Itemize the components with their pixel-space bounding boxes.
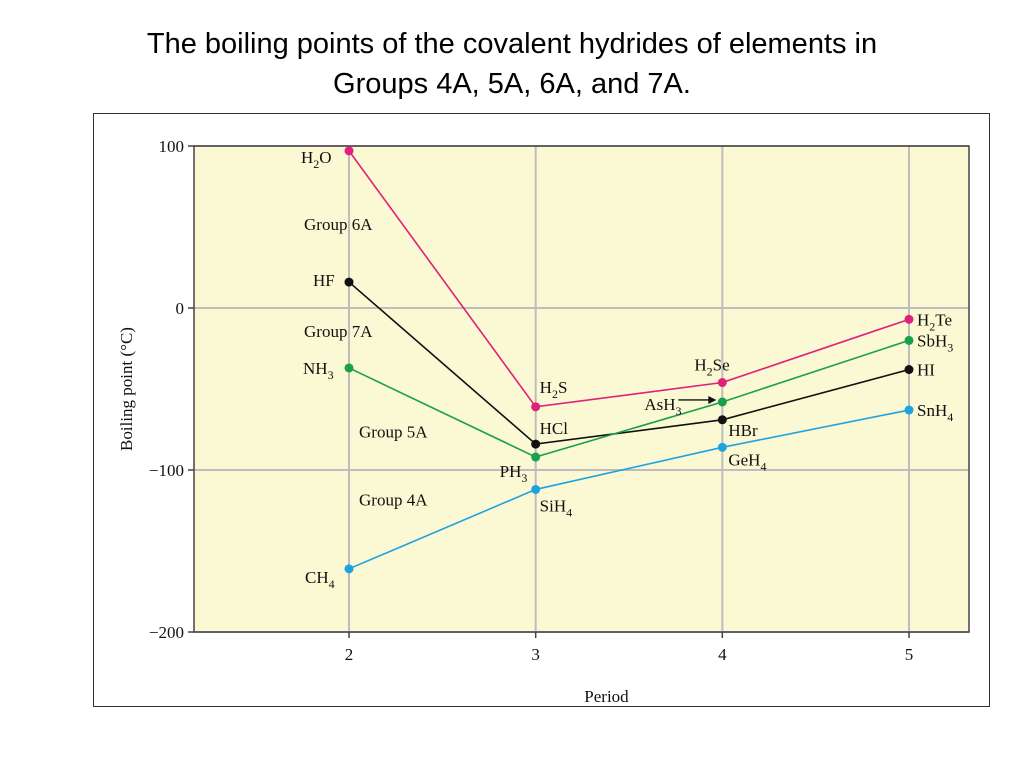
point-label-base: PH	[500, 462, 522, 481]
point-label-subscript: 2	[552, 387, 558, 401]
x-tick-label: 5	[905, 645, 914, 664]
x-tick-label: 3	[531, 645, 540, 664]
point-label-base: SbH	[917, 331, 947, 350]
data-point	[717, 378, 727, 388]
data-point	[531, 452, 541, 462]
point-label: H2S	[540, 378, 568, 401]
data-point	[904, 335, 914, 345]
point-label-rest: Se	[713, 356, 730, 375]
point-label: NH3	[303, 359, 334, 382]
point-label: PH3	[500, 462, 528, 485]
point-label-base: NH	[303, 359, 328, 378]
y-tick-label: −100	[149, 461, 184, 480]
chart-frame: 100 0 −100 −200 2 3 4 5 Period Boiling point (°C)…	[93, 113, 990, 707]
point-label-subscript: 2	[707, 365, 713, 379]
point-label-subscript: 2	[929, 319, 935, 333]
point-label-rest: S	[558, 378, 567, 397]
point-label-base: SiH	[540, 496, 566, 515]
series-line-3	[348, 339, 910, 458]
group-label-3: Group 5A	[359, 423, 428, 442]
point-label-base: H	[694, 356, 706, 375]
group-label-1: Group 6A	[304, 215, 373, 234]
point-label-subscript: 3	[328, 368, 334, 382]
data-point	[717, 415, 727, 425]
point-label: SbH3	[917, 331, 953, 354]
plot-border	[193, 145, 970, 633]
point-label-base: AsH	[644, 395, 675, 414]
point-label-rest: O	[319, 148, 331, 167]
point-label-base: H	[301, 148, 313, 167]
point-label-base: HCl	[540, 419, 569, 438]
point-label: H2O	[301, 148, 332, 171]
data-point	[904, 365, 914, 375]
data-point	[344, 363, 354, 373]
data-point	[344, 564, 354, 574]
point-label: SiH4	[540, 496, 572, 519]
point-label-base: HF	[313, 271, 335, 290]
point-label: CH4	[305, 568, 335, 591]
data-point	[531, 439, 541, 449]
point-label-subscript: 3	[676, 404, 682, 418]
point-label-base: SnH	[917, 401, 947, 420]
data-point	[904, 405, 914, 415]
point-label-base: H	[540, 378, 552, 397]
x-axis-label: Period	[584, 687, 629, 706]
y-tick-label: −200	[149, 623, 184, 642]
data-point	[531, 402, 541, 412]
point-label: SnH4	[917, 401, 953, 424]
point-label-base: GeH	[728, 450, 760, 469]
data-point	[344, 146, 354, 156]
point-label: H2Se	[694, 356, 729, 379]
point-label: HI	[917, 361, 935, 380]
point-label: HCl	[540, 419, 569, 438]
point-label: GeH4	[728, 450, 766, 473]
point-label: H2Te	[917, 310, 952, 333]
slide-title-line-1: The boiling points of the covalent hydri…	[146, 28, 878, 60]
series-line-1	[348, 150, 910, 408]
data-point	[531, 484, 541, 494]
y-tick-label: 100	[159, 137, 185, 156]
ash3-arrow-head	[708, 395, 717, 404]
point-label-subscript: 2	[313, 157, 319, 171]
slide-title-line-2: Groups 4A, 5A, 6A, and 7A.	[333, 68, 691, 100]
series-line-4	[348, 409, 910, 570]
data-point	[344, 277, 354, 287]
plot-background	[194, 146, 969, 632]
series-line-2	[348, 281, 910, 445]
y-tick-label: 0	[176, 299, 185, 318]
point-label-subscript: 3	[521, 471, 527, 485]
point-label-base: HBr	[728, 421, 758, 440]
point-label: AsH3	[644, 395, 681, 418]
point-label-base: H	[917, 310, 929, 329]
point-label: HF	[313, 271, 335, 290]
point-label-subscript: 4	[566, 505, 572, 519]
point-label-subscript: 4	[329, 577, 335, 591]
point-label-subscript: 4	[947, 410, 953, 424]
point-label-base: CH	[305, 568, 329, 587]
point-label-subscript: 4	[760, 459, 766, 473]
x-tick-label: 4	[718, 645, 727, 664]
group-label-2: Group 7A	[304, 322, 373, 341]
x-tick-label: 2	[345, 645, 354, 664]
data-point	[717, 442, 727, 452]
slide-title: The boiling points of the covalent hydri…	[0, 24, 1024, 104]
point-label-subscript: 3	[947, 340, 953, 354]
data-point	[717, 397, 727, 407]
y-axis-label: Boiling point (°C)	[117, 327, 136, 451]
data-point	[904, 314, 914, 324]
point-label: HBr	[728, 421, 758, 440]
group-label-4: Group 4A	[359, 491, 428, 510]
point-label-base: HI	[917, 361, 935, 380]
point-label-rest: Te	[935, 310, 952, 329]
